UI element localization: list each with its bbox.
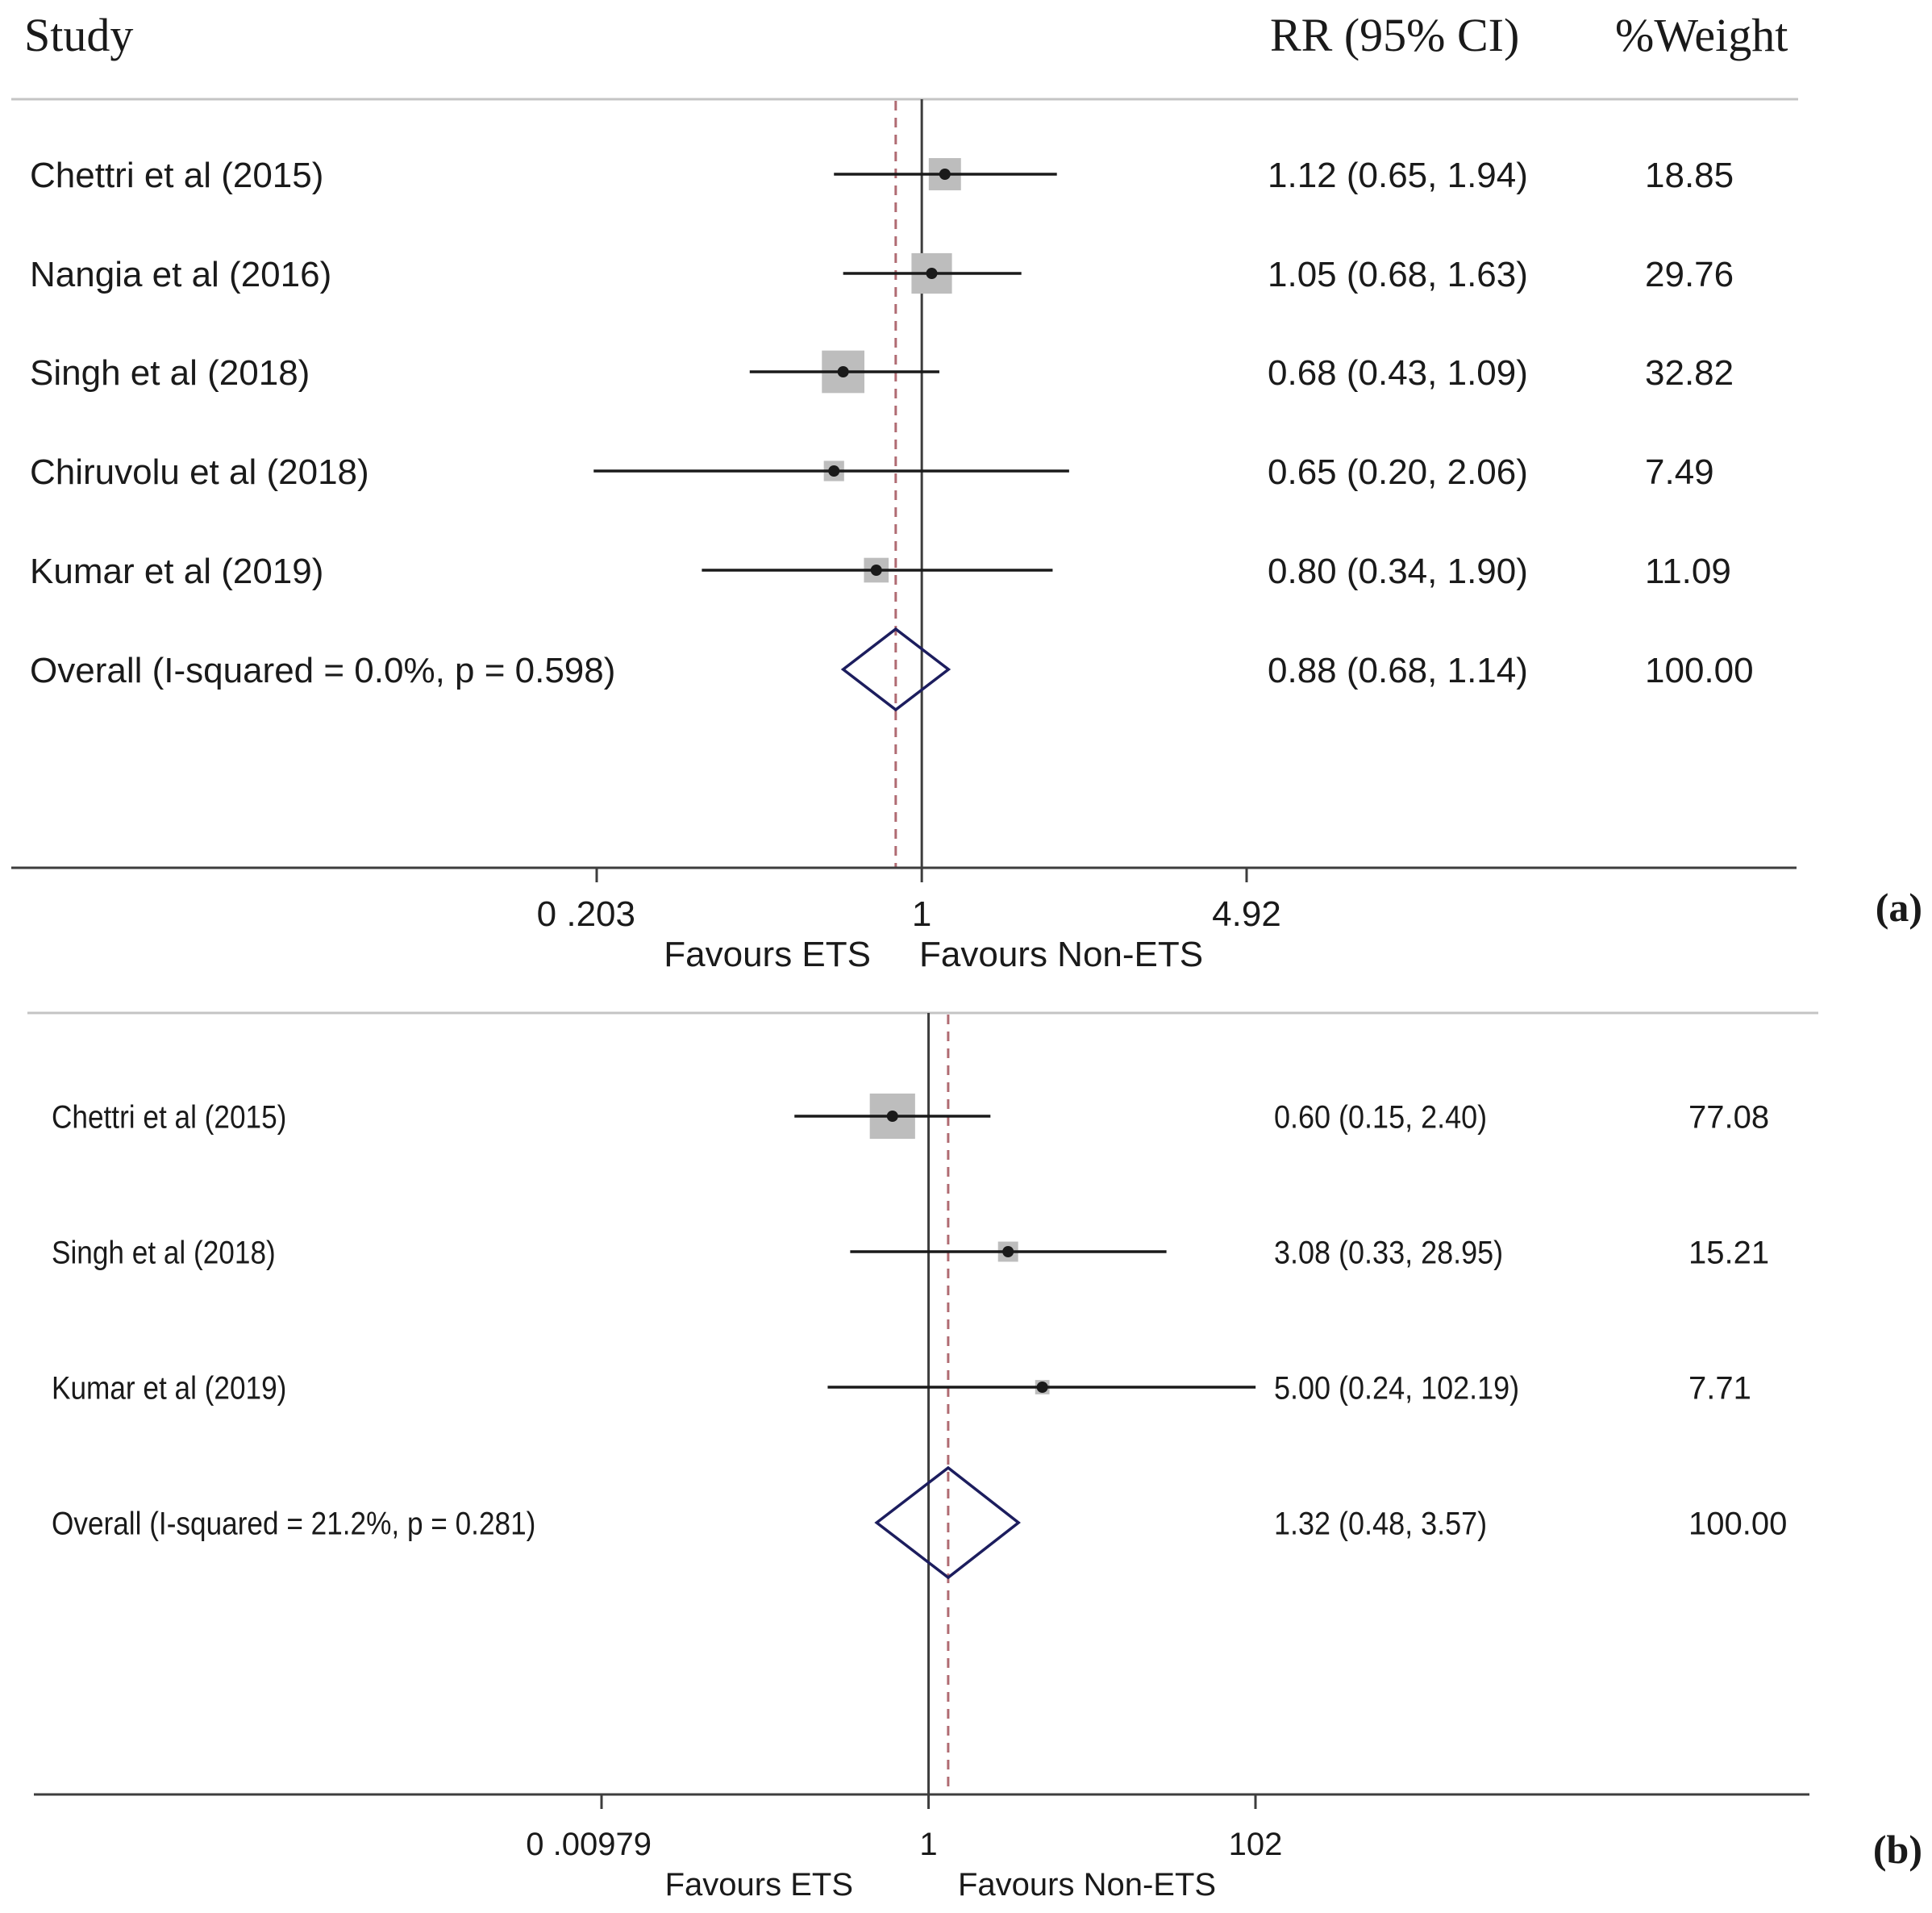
- ci-text: 3.08 (0.33, 28.95): [1274, 1236, 1503, 1271]
- weight-text: 11.09: [1645, 552, 1731, 591]
- study-name: Kumar et al (2019): [30, 552, 323, 591]
- overall-diamond: [874, 1465, 1021, 1580]
- ci-text: 5.00 (0.24, 102.19): [1274, 1371, 1519, 1407]
- weight-text: 7.49: [1645, 452, 1714, 492]
- x-axis-tick-label: 4.92: [1212, 894, 1281, 934]
- point-estimate: [1002, 1246, 1014, 1257]
- forest-panel-a: Chettri et al (2015) 1.12 (0.65, 1.94) 18.…: [11, 99, 1922, 974]
- ci-text: 0.65 (0.20, 2.06): [1268, 452, 1528, 492]
- overall-diamond: [840, 627, 951, 712]
- ci-text: 1.05 (0.68, 1.63): [1268, 255, 1528, 294]
- forest-panel-b: Chettri et al (2015) 0.60 (0.15, 2.40) 77.…: [34, 1013, 1922, 1903]
- study-name: Kumar et al (2019): [52, 1369, 286, 1406]
- weight-text: 7.71: [1688, 1370, 1751, 1406]
- favours-right-label: Favours Non-ETS: [919, 935, 1203, 974]
- point-estimate: [886, 1111, 898, 1122]
- ci-text: 0.68 (0.43, 1.09): [1268, 353, 1528, 393]
- panel-label: (a): [1876, 885, 1922, 930]
- study-name: Singh et al (2018): [30, 353, 310, 393]
- x-axis-tick-label: 1: [912, 894, 931, 934]
- weight-text: 15.21: [1688, 1235, 1769, 1270]
- overall-weight-text: 100.00: [1688, 1506, 1787, 1541]
- ci-text: 0.60 (0.15, 2.40): [1274, 1100, 1487, 1136]
- x-axis-tick-label: 0 .00979: [526, 1827, 652, 1862]
- point-estimate: [870, 565, 882, 576]
- study-name: Chiruvolu et al (2018): [30, 452, 369, 492]
- weight-text: 32.82: [1645, 353, 1734, 393]
- header-study: Study: [24, 9, 133, 61]
- study-name: Chettri et al (2015): [52, 1098, 286, 1135]
- ci-text: 0.80 (0.34, 1.90): [1268, 552, 1528, 591]
- overall-ci-text: 0.88 (0.68, 1.14): [1268, 651, 1528, 690]
- weight-text: 29.76: [1645, 255, 1734, 294]
- point-estimate: [837, 366, 849, 377]
- x-axis-tick-label: 0 .203: [537, 894, 635, 934]
- point-estimate: [1036, 1382, 1048, 1393]
- x-axis-tick-label: 102: [1229, 1827, 1283, 1862]
- ci-text: 1.12 (0.65, 1.94): [1268, 156, 1528, 195]
- favours-left-label: Favours ETS: [664, 935, 871, 974]
- favours-left-label: Favours ETS: [665, 1867, 853, 1903]
- study-name: Nangia et al (2016): [30, 255, 331, 294]
- overall-weight-text: 100.00: [1645, 651, 1754, 690]
- header-weight: %Weight: [1615, 9, 1788, 61]
- overall-label: Overall (I-squared = 0.0%, p = 0.598): [30, 651, 615, 690]
- point-estimate: [828, 465, 840, 477]
- point-estimate: [939, 169, 951, 180]
- x-axis-tick-label: 1: [919, 1827, 937, 1862]
- overall-ci-text: 1.32 (0.48, 3.57): [1274, 1507, 1487, 1542]
- study-name: Singh et al (2018): [52, 1234, 276, 1270]
- point-estimate: [926, 268, 938, 279]
- weight-text: 77.08: [1688, 1099, 1769, 1135]
- header-rr: RR (95% CI): [1270, 9, 1519, 61]
- weight-text: 18.85: [1645, 156, 1734, 195]
- study-name: Chettri et al (2015): [30, 156, 323, 195]
- panel-label: (b): [1873, 1827, 1922, 1872]
- favours-right-label: Favours Non-ETS: [958, 1867, 1216, 1903]
- overall-label: Overall (I-squared = 21.2%, p = 0.281): [52, 1505, 535, 1541]
